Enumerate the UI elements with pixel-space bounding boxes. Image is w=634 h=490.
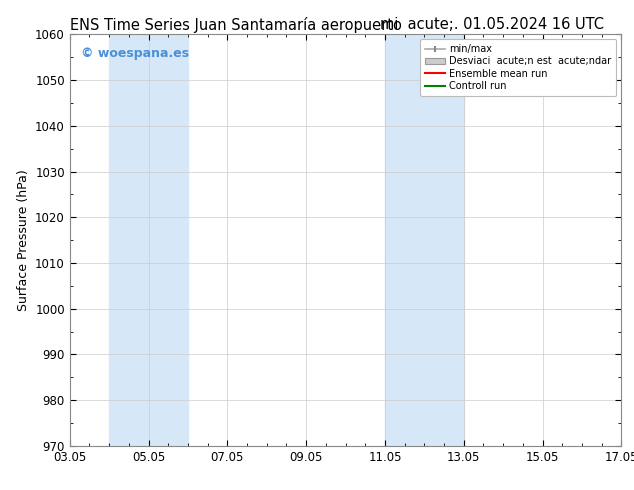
Text: © woespana.es: © woespana.es: [81, 47, 189, 60]
Legend: min/max, Desviaci  acute;n est  acute;ndar, Ensemble mean run, Controll run: min/max, Desviaci acute;n est acute;ndar…: [420, 39, 616, 96]
Bar: [385, 34, 463, 446]
Bar: [109, 34, 188, 446]
Y-axis label: Surface Pressure (hPa): Surface Pressure (hPa): [16, 169, 30, 311]
Text: ENS Time Series Juan Santamaría aeropuerto: ENS Time Series Juan Santamaría aeropuer…: [70, 17, 401, 33]
Text: mi  acute;. 01.05.2024 16 UTC: mi acute;. 01.05.2024 16 UTC: [380, 17, 604, 32]
